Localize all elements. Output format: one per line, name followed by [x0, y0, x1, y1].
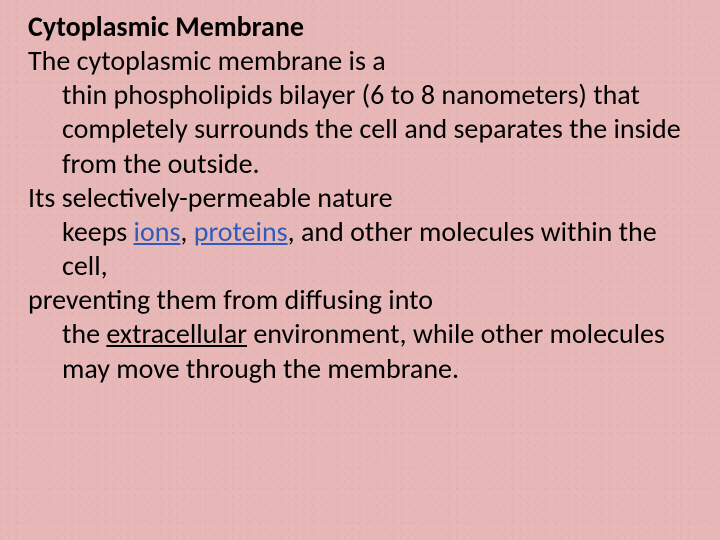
para3-lead: preventing them from diffusing into: [28, 282, 433, 317]
paragraph-3: preventing them from diffusing into the …: [28, 283, 692, 385]
para2-text-a: keeps: [62, 214, 134, 249]
para3-body: the extracellular environment, while oth…: [28, 317, 692, 385]
para2-lead: Its selectively-permeable nature: [28, 180, 393, 215]
para1-lead: The cytoplasmic membrane is a: [28, 43, 386, 78]
slide-text-block: Cytoplasmic Membrane The cytoplasmic mem…: [28, 10, 692, 386]
paragraph-1: The cytoplasmic membrane is a thin phosp…: [28, 44, 692, 181]
link-ions[interactable]: ions: [134, 214, 181, 249]
para2-sep1: ,: [180, 214, 193, 249]
link-extracellular[interactable]: extracellular: [106, 316, 247, 351]
link-proteins[interactable]: proteins: [194, 214, 288, 249]
para2-body: keeps ions, proteins, and other molecule…: [28, 215, 692, 283]
paragraph-2: Its selectively-permeable nature keeps i…: [28, 181, 692, 283]
para1-body: thin phospholipids bilayer (6 to 8 nanom…: [28, 78, 692, 180]
para3-text-a: the: [62, 316, 106, 351]
slide-title: Cytoplasmic Membrane: [28, 10, 692, 44]
